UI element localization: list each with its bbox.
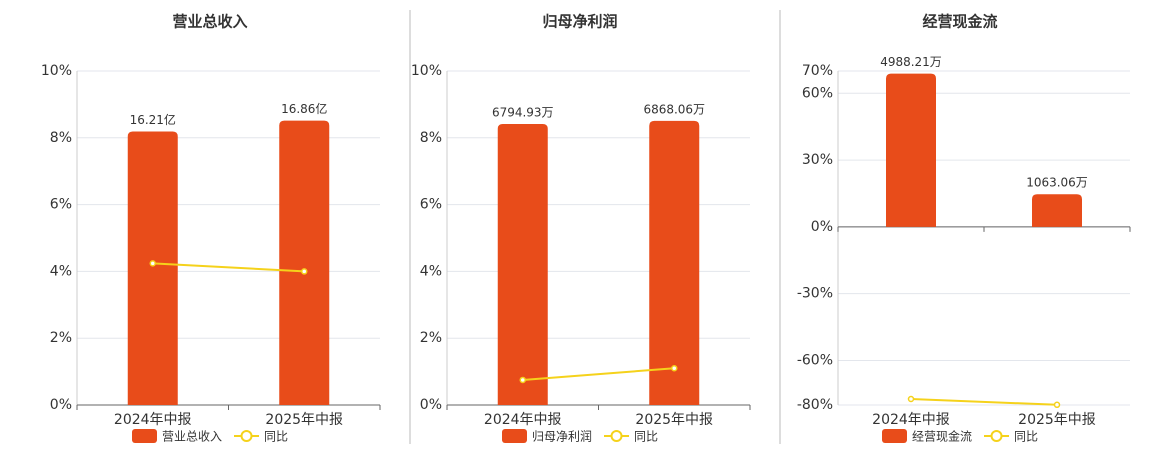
value-label: 16.86亿	[281, 101, 327, 116]
y-tick-label: 6%	[420, 197, 442, 213]
chart-title: 营业总收入	[172, 13, 247, 31]
x-tick-label: 2024年中报	[484, 412, 562, 428]
bar	[649, 120, 700, 406]
y-tick-label: 70%	[802, 63, 833, 79]
y-tick-label: 4%	[50, 263, 72, 279]
chart-panel: 归母净利润 0% 2% 4% 6% 8% 10% 2024年中报 2025年中报 6794.93万…	[411, 13, 751, 444]
point	[301, 268, 308, 275]
line	[522, 367, 675, 381]
chart-panel: 营业总收入 0% 2% 4% 6% 8% 10% 2024年中报 2025年中报 16.21亿 16…	[41, 13, 381, 444]
x-tick-label: 2025年中报	[265, 412, 343, 428]
y-tick-label: -80%	[797, 397, 833, 413]
line	[152, 262, 305, 273]
chart-title: 归母净利润	[542, 13, 617, 31]
legend-label: 同比	[264, 430, 288, 444]
legend-swatch	[132, 429, 157, 443]
legend-swatch	[240, 430, 253, 442]
y-tick-label: 0%	[811, 219, 833, 235]
legend-label: 经营现金流	[912, 429, 972, 444]
point	[907, 395, 915, 403]
chart-title: 经营现金流	[922, 13, 997, 31]
line	[910, 397, 1058, 406]
legend-swatch	[502, 429, 527, 443]
value-label: 16.21亿	[130, 112, 176, 127]
legend-label: 同比	[634, 430, 658, 444]
y-tick-label: 6%	[50, 197, 72, 213]
x-tick-label: 2025年中报	[635, 412, 713, 428]
value-label: 4988.21万	[880, 55, 942, 69]
y-tick-label: 0%	[50, 397, 72, 413]
y-tick-label: 2%	[420, 330, 442, 346]
y-tick-label: 0%	[420, 397, 442, 413]
x-tick-label: 2025年中报	[1018, 412, 1096, 428]
legend-label: 营业总收入	[162, 430, 222, 444]
bar	[1032, 194, 1082, 227]
point	[149, 260, 156, 267]
y-tick-label: 30%	[802, 152, 833, 168]
y-tick-label: 10%	[411, 63, 442, 79]
x-tick-label: 2024年中报	[114, 412, 192, 428]
legend-swatch	[610, 430, 623, 442]
bar	[886, 73, 936, 227]
point	[1053, 401, 1061, 409]
bar	[497, 123, 548, 406]
y-tick-label: -30%	[797, 286, 833, 302]
y-tick-label: 10%	[41, 63, 72, 79]
value-label: 1063.06万	[1026, 176, 1088, 190]
y-tick-label: 8%	[50, 130, 72, 146]
point	[671, 365, 678, 372]
bar	[127, 131, 178, 405]
legend-swatch	[990, 430, 1003, 442]
legend-label: 同比	[1014, 430, 1038, 444]
x-tick-label: 2024年中报	[872, 412, 950, 428]
chart-panel: 经营现金流 -80% -60% -30% 0% 30% 60% 70% 2024年中报 2025年…	[797, 13, 1131, 444]
y-tick-label: 4%	[420, 263, 442, 279]
value-label: 6794.93万	[492, 105, 554, 119]
y-tick-label: 8%	[420, 130, 442, 146]
point	[519, 376, 526, 384]
legend-swatch	[882, 429, 907, 443]
bar	[279, 120, 330, 406]
value-label: 6868.06万	[643, 102, 705, 116]
y-tick-label: 2%	[50, 330, 72, 346]
y-tick-label: 60%	[802, 85, 833, 101]
legend-label: 归母净利润	[532, 430, 592, 444]
y-tick-label: -60%	[797, 352, 833, 368]
